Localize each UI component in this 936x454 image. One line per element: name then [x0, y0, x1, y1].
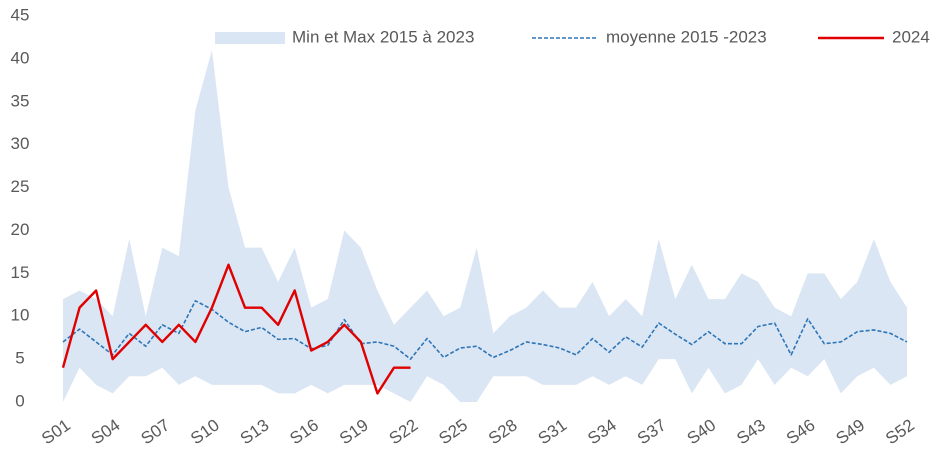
series-line — [62, 299, 908, 360]
y-tick-label: 40 — [11, 48, 30, 67]
y-tick-label: 35 — [11, 91, 30, 110]
x-tick-label: S40 — [684, 415, 720, 448]
x-tick-label: S25 — [435, 415, 471, 448]
x-tick-label: S01 — [38, 415, 74, 448]
legend-label: moyenne 2015 -2023 — [606, 27, 767, 46]
x-tick-label: S10 — [187, 415, 223, 448]
x-tick-label: S52 — [882, 415, 918, 448]
legend-swatch — [215, 32, 285, 44]
legend-label: 2024 — [892, 27, 930, 46]
x-tick-label: S07 — [137, 415, 173, 448]
y-tick-label: 20 — [11, 220, 30, 239]
x-tick-label: S43 — [733, 415, 769, 448]
x-tick-label: S04 — [88, 415, 124, 448]
y-tick-label: 0 — [15, 391, 24, 410]
x-tick-label: S31 — [535, 415, 571, 448]
min-max-band — [63, 50, 907, 403]
y-tick-label: 15 — [11, 263, 30, 282]
x-tick-label: S22 — [386, 415, 422, 448]
x-tick-label: S19 — [336, 415, 372, 448]
y-tick-label: 10 — [11, 306, 30, 325]
y-tick-label: 25 — [11, 177, 30, 196]
series-line — [61, 263, 411, 395]
y-tick-label: 30 — [11, 134, 30, 153]
x-tick-label: S34 — [584, 415, 620, 448]
y-tick-label: 45 — [11, 5, 30, 24]
y-tick-label: 5 — [15, 349, 24, 368]
x-tick-label: S37 — [634, 415, 670, 448]
x-tick-label: S49 — [833, 415, 869, 448]
legend-label: Min et Max 2015 à 2023 — [292, 27, 474, 46]
x-tick-label: S28 — [485, 415, 521, 448]
x-tick-label: S13 — [237, 415, 273, 448]
x-tick-label: S16 — [286, 415, 322, 448]
x-tick-label: S46 — [783, 415, 819, 448]
